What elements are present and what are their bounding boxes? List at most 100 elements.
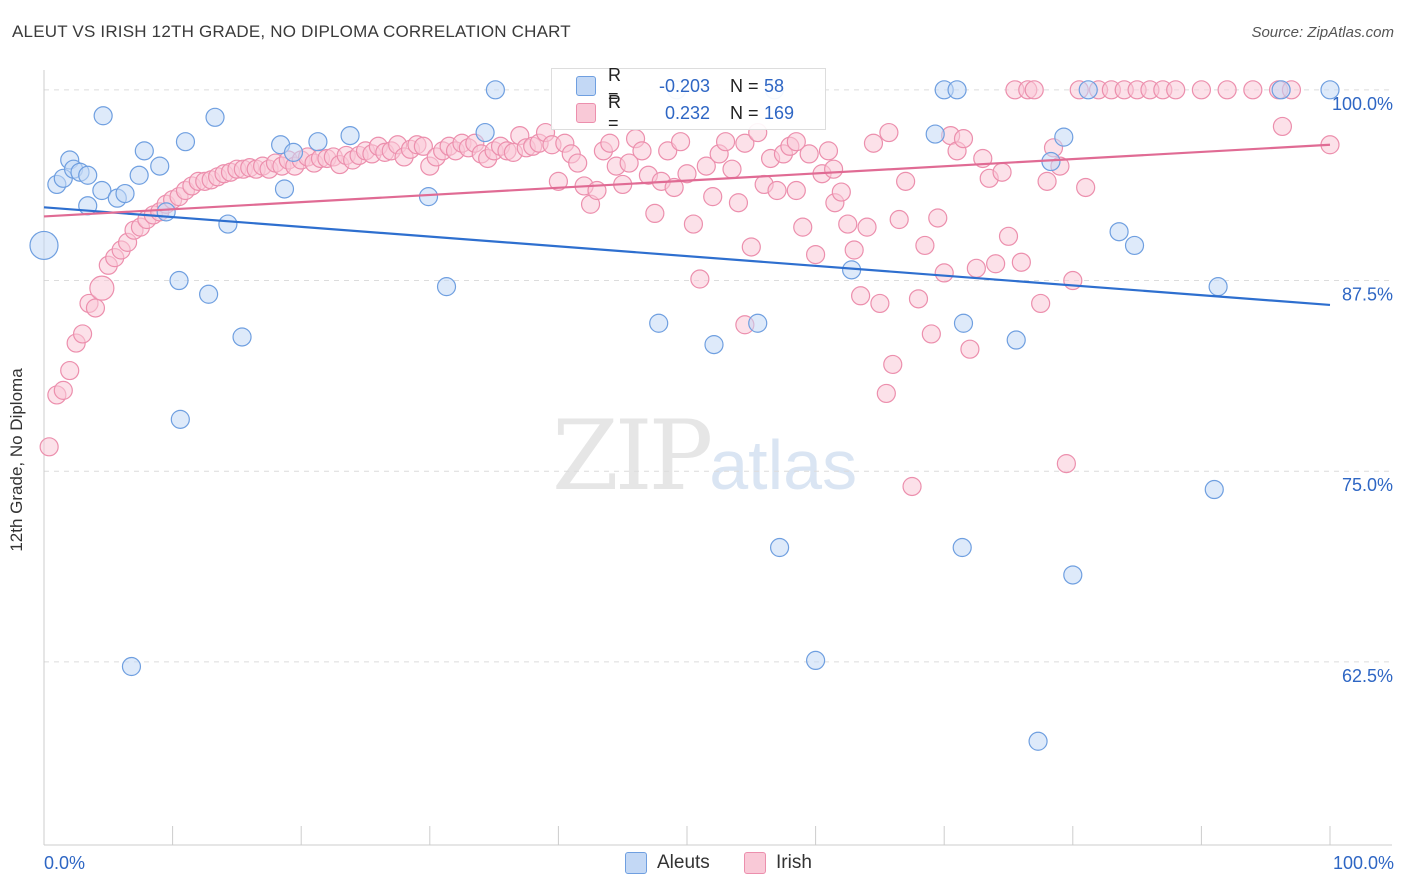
irish-point (53, 380, 73, 400)
aleuts-point (232, 327, 252, 347)
irish-point (664, 177, 684, 198)
legend-r-label: R = (608, 65, 621, 106)
aleuts-point (92, 180, 112, 201)
aleuts-point (150, 156, 170, 176)
y-tick-label: 75.0% (1342, 475, 1393, 495)
zipatlas-watermark: ZIPatlas (552, 400, 857, 512)
irish-point (818, 141, 839, 161)
legend-n-label: N = (730, 75, 759, 96)
irish-trend-line (43, 143, 1331, 218)
aleuts-point (1271, 80, 1291, 100)
irish-point (844, 240, 864, 260)
irish-point (715, 132, 736, 152)
irish-point (683, 214, 704, 234)
aleuts-point (1320, 80, 1340, 100)
aleuts-point (485, 80, 505, 100)
irish-point (876, 383, 896, 404)
aleuts-point (115, 183, 135, 204)
aleuts-point (1204, 479, 1224, 500)
legend-n-value: 169 (764, 102, 795, 123)
irish-points (39, 80, 1340, 497)
irish-point (85, 298, 106, 318)
irish-point (805, 244, 826, 265)
irish-point (767, 180, 787, 201)
irish-point (992, 162, 1012, 182)
aleuts-point (952, 537, 972, 558)
aleuts-trend-line (43, 206, 1331, 307)
irish-point (908, 289, 929, 309)
aleuts-point (805, 650, 826, 671)
aleuts-point (134, 141, 154, 161)
aleuts-point (649, 313, 669, 333)
legend-r-value: 0.232 (664, 102, 710, 123)
aleuts-point (205, 107, 225, 127)
irish-point (1166, 80, 1186, 100)
irish-point (953, 129, 974, 149)
irish-point (889, 209, 909, 230)
irish-point (879, 122, 899, 143)
aleuts-point (1054, 127, 1074, 147)
irish-point (915, 235, 935, 256)
legend-item-irish[interactable]: Irish (744, 852, 812, 874)
irish-point (870, 293, 890, 314)
aleuts-point (199, 284, 219, 304)
legend-r-label: R = (608, 92, 621, 133)
irish-point (645, 203, 665, 224)
aleuts-point (1124, 235, 1145, 256)
irish-point (39, 437, 59, 457)
irish-point (1056, 454, 1076, 474)
irish-point (998, 226, 1019, 246)
irish-point (799, 144, 819, 164)
legend-item-aleuts[interactable]: Aleuts (625, 852, 710, 874)
aleuts-point (129, 165, 149, 185)
x-tick-label-max: 100.0% (1332, 853, 1394, 873)
axes (43, 70, 1392, 846)
correlation-legend: R = -0.203 N = 58 R = 0.232 N = 169 (551, 65, 826, 133)
irish-point (619, 153, 639, 173)
legend-r-value: -0.203 (658, 75, 710, 96)
aleuts-point (283, 142, 304, 162)
aleuts-point (953, 313, 974, 333)
irish-point (883, 354, 903, 375)
irish-point (1243, 80, 1263, 100)
irish-point (1031, 293, 1051, 314)
irish-point (863, 133, 884, 153)
aleut-points (29, 80, 1340, 751)
aleuts-point (1208, 277, 1228, 297)
trend-lines (43, 143, 1331, 307)
irish-point (896, 171, 916, 191)
aleuts-point (170, 409, 190, 429)
aleuts-point (1006, 330, 1026, 350)
irish-point (966, 258, 986, 278)
aleuts-point (475, 122, 495, 143)
irish-point (72, 324, 93, 344)
irish-point (568, 153, 588, 173)
irish-point (677, 164, 697, 184)
legend-row-aleuts: R = -0.203 N = 58 (576, 65, 784, 106)
irish-point (902, 476, 922, 497)
irish-point (632, 141, 652, 161)
irish-point (728, 193, 749, 213)
irish-point (1272, 116, 1293, 137)
aleuts-point (1063, 565, 1083, 585)
irish-point (1024, 80, 1044, 100)
irish-point (786, 132, 806, 152)
y-axis-label: 12th Grade, No Diploma (7, 368, 26, 552)
aleuts-point (1078, 80, 1098, 100)
irish-point (928, 208, 948, 228)
aleuts-point (947, 80, 967, 100)
aleuts-point (1109, 222, 1129, 242)
irish-point (1217, 80, 1237, 100)
irish-point (722, 159, 742, 179)
chart-title: ALEUT VS IRISH 12TH GRADE, NO DIPLOMA CO… (12, 22, 571, 41)
irish-point (1191, 80, 1212, 100)
irish-point (735, 133, 755, 153)
aleuts-point (93, 106, 113, 126)
aleuts-point (308, 132, 328, 152)
legend-n-label: N = (730, 102, 759, 123)
irish-point (786, 180, 806, 201)
aleuts-point (175, 132, 196, 152)
y-tick-label: 62.5% (1342, 666, 1393, 686)
irish-point (857, 217, 877, 237)
source-label: Source: ZipAtlas.com (1251, 24, 1394, 41)
